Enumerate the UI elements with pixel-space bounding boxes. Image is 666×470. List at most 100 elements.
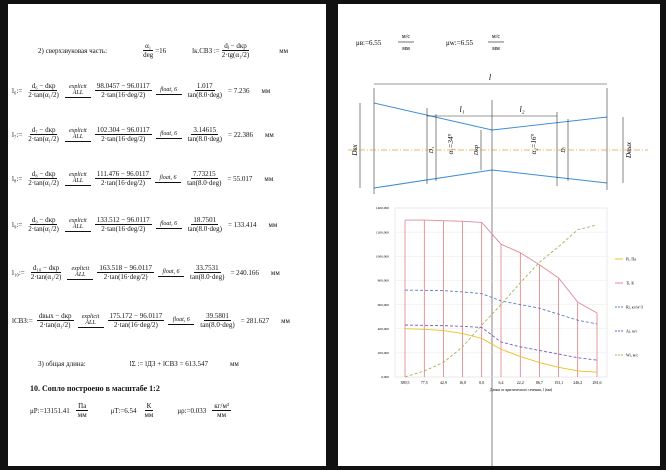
x-tick-label: 281,6 <box>593 380 602 386</box>
section-label: 2) сверхзвуковая часть: <box>38 46 108 55</box>
denominator: 2·tan(α₁/2) <box>28 179 59 187</box>
legend-label: Ti, К <box>626 281 634 287</box>
section-label: 3) общая длина: <box>38 360 86 368</box>
arrow <box>64 96 91 98</box>
keyword-text: explicit <box>69 217 87 224</box>
formula: lΣ := lДЗ + lСВЗ = 613.547 <box>129 360 208 368</box>
series-line <box>405 219 598 314</box>
drawing-label: l₂ <box>519 105 524 114</box>
denominator: tan(8.0·deg) <box>187 91 222 99</box>
drawing-label: Dкр <box>474 145 480 156</box>
numerator: dⱼ − dкр <box>222 42 249 51</box>
y-tick-label: 1400,000 <box>376 206 389 211</box>
drawing-label: α₁=34° <box>447 133 455 154</box>
arrow <box>64 230 91 232</box>
fraction: 111.476 − 96.0117 2·tan(16·deg/2) <box>94 170 152 187</box>
unit: мм <box>270 268 280 277</box>
keyword-text: float, 6 <box>162 268 180 275</box>
y-tick-label: 1000,000 <box>376 254 389 259</box>
scale-num: м/с <box>402 34 410 40</box>
numerator: 1.017 <box>194 82 215 91</box>
fraction: 98.0457 − 96.0117 2·tan(16·deg/2) <box>94 82 152 99</box>
numerator: d₉ − dкр <box>29 216 58 225</box>
x-tick-label: 22,2 <box>517 380 524 386</box>
unit: мм <box>279 46 289 55</box>
keyword-text: float, 6 <box>172 316 190 323</box>
fraction: 18.7501 tan(8.0·deg) <box>186 216 224 233</box>
unit: мм <box>261 86 271 95</box>
numerator: 111.476 − 96.0117 <box>94 170 152 179</box>
keyword-text: explicit <box>69 171 87 178</box>
denominator: 2·tan(α₁/2) <box>30 273 62 281</box>
fraction: d₈ − dкр 2·tan(α₁/2) <box>26 170 61 187</box>
x-tick-label: 77,5 <box>421 380 428 386</box>
keyword: explicit ALL <box>77 314 104 328</box>
y-tick-label: 1200,000 <box>376 230 389 235</box>
denominator: мм <box>77 411 87 419</box>
x-tick-label: 6,4 <box>499 380 504 386</box>
legend-label: Ri, кг/м^3 <box>626 305 643 311</box>
x-tick-label: 0,0 <box>479 380 484 386</box>
denominator: 2·tan(16·deg/2) <box>101 91 146 99</box>
lhs: l₁₀:= <box>12 268 25 277</box>
scale-lhs: μw:=6.55 <box>446 39 473 47</box>
fraction: dвых − dкр 2·tan(α₁/2) <box>36 312 74 329</box>
denominator: 2·tan(α₁/2) <box>28 91 59 99</box>
fraction: 133.512 − 96.0117 2·tan(16·deg/2) <box>94 216 152 233</box>
numerator: К <box>144 402 154 411</box>
x-tick-label: 389,5 <box>401 380 410 386</box>
y-tick-label: 800,000 <box>378 279 390 284</box>
drawing-label: l <box>489 73 492 82</box>
formula-row: l₆:= d₆ − dкр 2·tan(α₁/2) explicit ALL 98.045… <box>12 82 270 99</box>
keyword-text: ALL <box>85 319 96 326</box>
lhs: μP:=13151.41 <box>30 406 70 415</box>
keyword: float, 6 <box>155 131 182 139</box>
denominator: мм <box>144 411 154 419</box>
denominator: tan(8.0·deg) <box>187 135 222 143</box>
fraction: d₁₀ − dкр 2·tan(α₁/2) <box>29 264 64 281</box>
denominator: 2·tan(16·deg/2) <box>103 273 148 281</box>
denominator: 2·tan(16·deg/2) <box>101 135 146 143</box>
keyword-text: ALL <box>72 133 84 140</box>
keyword: float, 6 <box>158 268 185 277</box>
fraction: Па мм <box>76 402 89 419</box>
numerator: Па <box>76 402 89 411</box>
unit: мм <box>281 316 290 325</box>
scale-den: мм <box>402 46 410 52</box>
formula-row: l₁₀:= d₁₀ − dкр 2·tan(α₁/2) explicit ALL 163.… <box>12 264 280 281</box>
keyword-text: explicit <box>71 265 90 272</box>
keyword-text: explicit <box>69 127 87 134</box>
result: = 55.017 <box>227 174 253 183</box>
heading: 10. Сопло построено в масштабе 1:2 <box>30 384 160 393</box>
denominator: 2·tg(α₁/2) <box>221 51 250 59</box>
fraction: d₇ − dкр 2·tan(α₁/2) <box>26 126 61 143</box>
chart: 0,000 200,000 400,000 600,000 800,000 1000,00… <box>376 206 643 393</box>
formula-row: lСВЗ:= dвых − dкр 2·tan(α₁/2) explicit ALL 17… <box>12 312 290 329</box>
denominator: мм <box>217 411 227 419</box>
fraction: 175.172 − 96.0117 2·tan(16·deg/2) <box>107 312 165 329</box>
result: = 22.386 <box>228 130 253 139</box>
lhs: μρ:=0.033 <box>177 406 207 415</box>
numerator: d₇ − dкр <box>29 126 58 135</box>
series-line <box>404 289 598 325</box>
keyword: float, 6 <box>155 175 182 183</box>
legend-label: Ai, м/с <box>626 329 638 335</box>
left-page: 2) сверхзвуковая часть: α₁ deg =16 lк.СВЗ :=… <box>8 4 326 466</box>
denominator: 2·tan(16·deg/2) <box>101 179 145 187</box>
denominator: 2·tan(16·deg/2) <box>113 321 158 329</box>
denominator: 2·tan(α₁/2) <box>28 225 59 233</box>
denominator: 2·tan(α₁/2) <box>28 135 59 143</box>
denominator: 2·tan(16·deg/2) <box>101 225 146 233</box>
numerator: 98.0457 − 96.0117 <box>94 82 152 91</box>
keyword: explicit ALL <box>64 84 91 98</box>
keyword: explicit ALL <box>64 127 91 142</box>
keyword: float, 6 <box>168 316 195 325</box>
numerator: d₆ − dкр <box>29 82 58 91</box>
lhs: l₉:= <box>12 220 23 229</box>
lhs: l₇:= <box>12 130 23 139</box>
result: = 7.236 <box>228 86 250 95</box>
denominator: 2·tan(α₁/2) <box>39 321 71 329</box>
keyword-text: ALL <box>72 89 84 96</box>
